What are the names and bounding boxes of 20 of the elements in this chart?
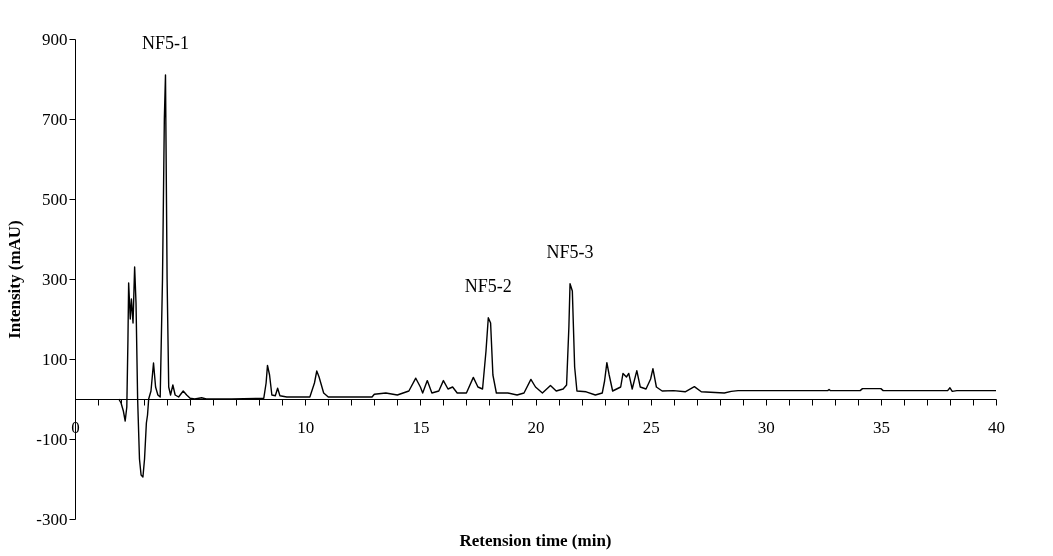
annotation: NF5-2 <box>464 275 512 296</box>
y-tick-label: -300 <box>36 509 68 529</box>
y-tick-label: 500 <box>42 189 68 209</box>
y-axis-title: Intensity (mAU) <box>5 220 25 339</box>
x-tick-label: 20 <box>527 417 545 437</box>
y-tick-label: 900 <box>42 29 68 49</box>
y-tick-label: 700 <box>42 109 68 129</box>
x-axis-title: Retension time (min) <box>459 531 612 550</box>
x-tick-label: 15 <box>412 417 430 437</box>
annotation: NF5-1 <box>141 33 189 53</box>
x-tick-label: 40 <box>988 417 1005 437</box>
x-tick-label: 10 <box>297 417 315 437</box>
y-tick-label: 300 <box>42 269 68 289</box>
y-tick-label: -100 <box>36 429 68 449</box>
y-tick-label: 100 <box>42 349 68 369</box>
annotation: NF5-3 <box>546 241 594 262</box>
x-tick-label: 5 <box>186 417 195 437</box>
x-tick-label: 30 <box>757 417 775 437</box>
x-tick-label: 35 <box>872 417 890 437</box>
x-tick-label: 25 <box>642 417 660 437</box>
